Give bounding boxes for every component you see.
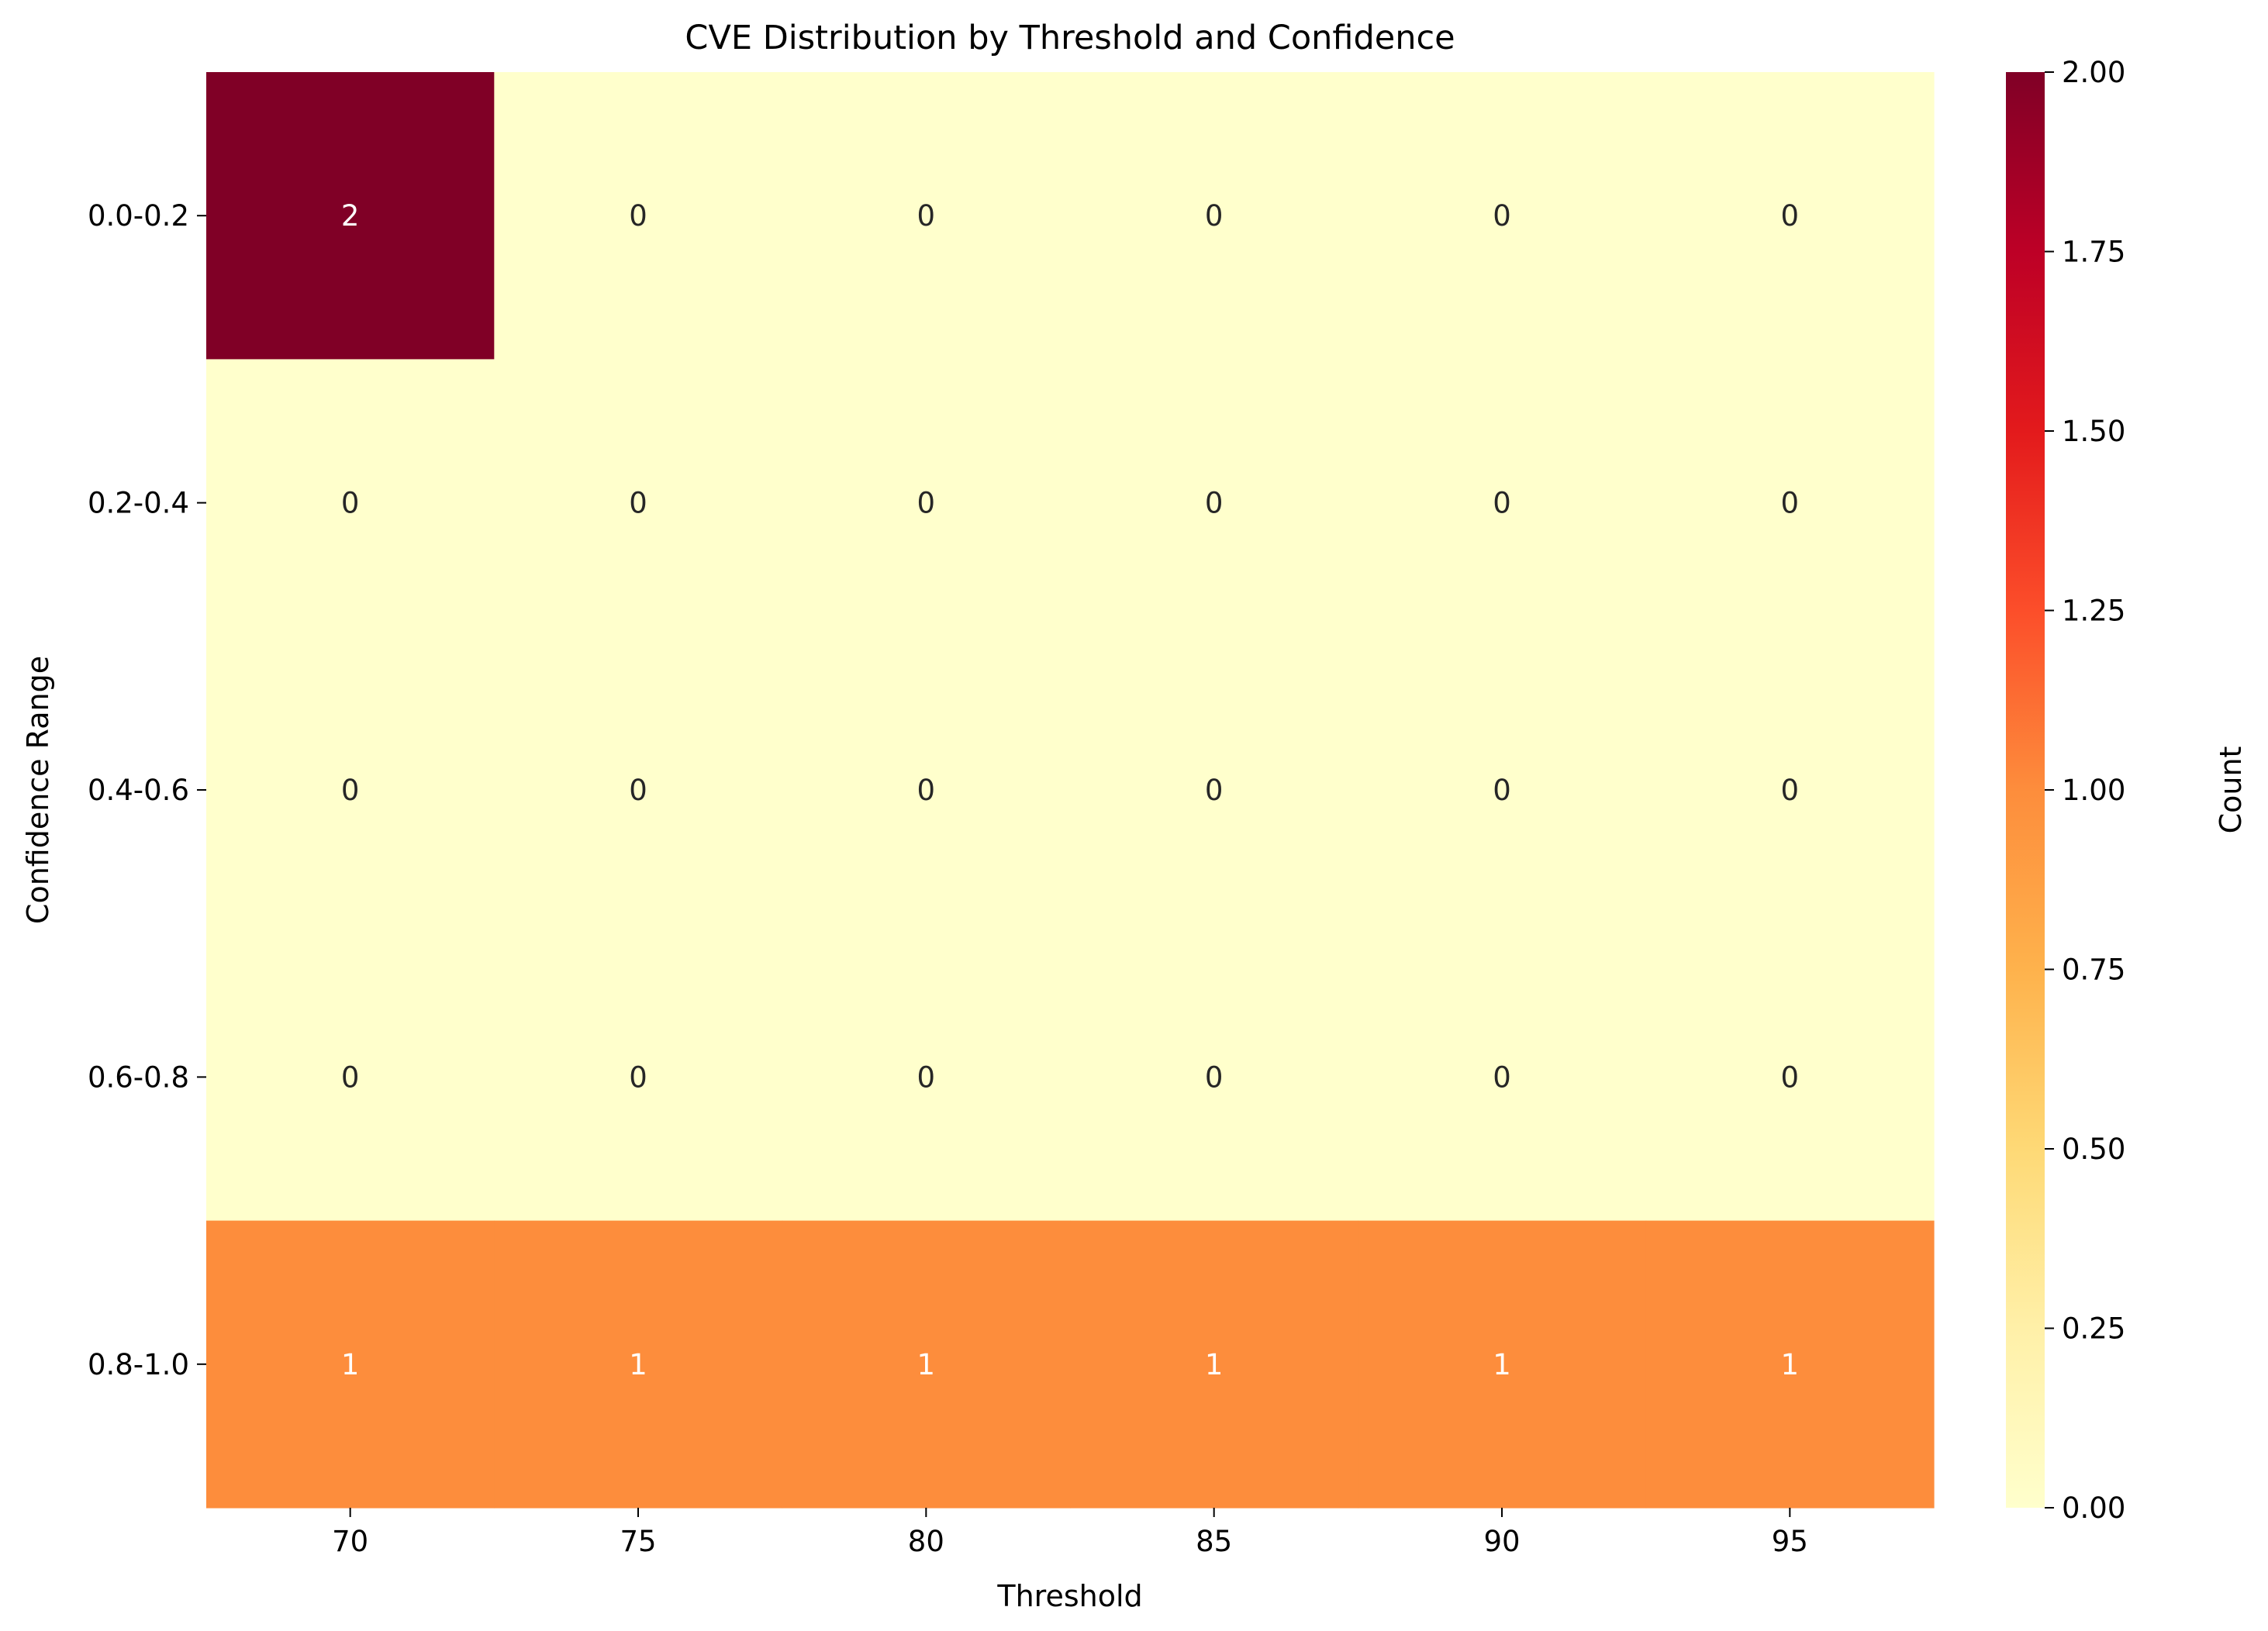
heatmap-cell-value: 0 <box>917 487 936 520</box>
heatmap-cell <box>782 359 1071 647</box>
heatmap-cell-value: 1 <box>1781 1348 1800 1381</box>
colorbar-tick-label: 0.00 <box>2062 1491 2125 1525</box>
heatmap-cell-value: 0 <box>1781 487 1800 520</box>
heatmap-cell <box>206 72 495 360</box>
heatmap-cell <box>782 646 1071 934</box>
heatmap-cell <box>494 646 783 934</box>
heatmap-cell <box>1645 72 1935 360</box>
heatmap-cell <box>1358 1220 1647 1509</box>
colorbar-tick-label: 0.75 <box>2062 953 2125 987</box>
heatmap-cell <box>206 933 495 1222</box>
heatmap-cell <box>782 933 1071 1222</box>
heatmap-cell-value: 1 <box>629 1348 647 1381</box>
heatmap-cell <box>1358 646 1647 934</box>
heatmap-cell <box>1070 933 1358 1222</box>
heatmap-cell-labels: 2 0 0 0 0 0 0 0 0 0 0 0 0 0 0 0 0 0 0 0 0 0 0 0 1 1 1 1 1 1 <box>341 199 1799 1381</box>
heatmap-cell <box>494 359 783 647</box>
y-tick-label: 0.6-0.8 <box>88 1060 189 1094</box>
heatmap-cell-value: 2 <box>341 199 360 233</box>
heatmap-cell <box>206 359 495 647</box>
heatmap-cell-value: 0 <box>341 487 360 520</box>
heatmap-cell <box>1358 359 1647 647</box>
colorbar-tick-label: 0.50 <box>2062 1133 2125 1166</box>
colorbar-tick-label: 2.00 <box>2062 56 2125 89</box>
heatmap-cells <box>206 72 1935 1509</box>
colorbar-tick-label: 1.50 <box>2062 415 2125 448</box>
heatmap-cell-value: 1 <box>341 1348 360 1381</box>
heatmap-cell-value: 0 <box>1205 487 1224 520</box>
heatmap-cell <box>1070 646 1358 934</box>
heatmap-cell <box>782 72 1071 360</box>
colorbar-tick-label: 0.25 <box>2062 1312 2125 1346</box>
heatmap-cell-value: 0 <box>917 774 936 807</box>
heatmap-cell-value: 0 <box>1781 1060 1800 1094</box>
y-axis-label: Confidence Range <box>21 656 55 924</box>
heatmap-cell-value: 0 <box>1781 774 1800 807</box>
heatmap-cell-value: 0 <box>629 487 647 520</box>
heatmap-cell-value: 0 <box>341 1060 360 1094</box>
x-tick-label: 90 <box>1483 1525 1520 1558</box>
heatmap-cell <box>1645 1220 1935 1509</box>
y-axis: 0.0-0.2 0.2-0.4 0.4-0.6 0.6-0.8 0.8-1.0 <box>88 199 206 1381</box>
heatmap-cell-value: 0 <box>1205 1060 1224 1094</box>
heatmap-cell <box>1358 933 1647 1222</box>
x-tick-label: 95 <box>1772 1525 1808 1558</box>
y-tick-label: 0.2-0.4 <box>88 487 189 520</box>
heatmap-cell-value: 1 <box>917 1348 936 1381</box>
y-tick-label: 0.8-1.0 <box>88 1348 189 1381</box>
heatmap-cell <box>494 1220 783 1509</box>
heatmap-cell-value: 0 <box>917 199 936 233</box>
x-tick-label: 70 <box>332 1525 368 1558</box>
heatmap-cell <box>782 1220 1071 1509</box>
heatmap-cell-value: 0 <box>341 774 360 807</box>
x-tick-label: 75 <box>620 1525 656 1558</box>
heatmap-cell-value: 0 <box>1205 199 1224 233</box>
heatmap-cell <box>206 1220 495 1509</box>
heatmap-cell-value: 0 <box>1493 1060 1511 1094</box>
heatmap-cell-value: 0 <box>629 1060 647 1094</box>
heatmap-cell-value: 0 <box>629 774 647 807</box>
heatmap-cell-value: 0 <box>1493 774 1511 807</box>
y-tick-label: 0.0-0.2 <box>88 199 189 233</box>
heatmap-cell-value: 0 <box>1205 774 1224 807</box>
heatmap-cell <box>206 646 495 934</box>
heatmap-cell <box>494 933 783 1222</box>
x-tick-label: 80 <box>908 1525 944 1558</box>
heatmap-cell-value: 0 <box>917 1060 936 1094</box>
heatmap-cell-value: 0 <box>1493 199 1511 233</box>
heatmap-cell <box>1070 359 1358 647</box>
heatmap-cell <box>1070 1220 1358 1509</box>
x-axis-label: Threshold <box>996 1579 1142 1613</box>
heatmap-cell <box>494 72 783 360</box>
heatmap-cell <box>1070 72 1358 360</box>
heatmap-cell-value: 0 <box>629 199 647 233</box>
heatmap-cell <box>1645 933 1935 1222</box>
heatmap-cell-value: 0 <box>1493 487 1511 520</box>
x-axis: 70 75 80 85 90 95 <box>332 1508 1808 1558</box>
y-tick-label: 0.4-0.6 <box>88 774 189 807</box>
chart-title: CVE Distribution by Threshold and Confid… <box>685 19 1455 57</box>
heatmap-cell-value: 1 <box>1493 1348 1511 1381</box>
colorbar-ticks: 0.00 0.25 0.50 0.75 1.00 1.25 1.50 1.75 2.00 <box>2045 56 2125 1525</box>
colorbar-label: Count <box>2214 747 2248 834</box>
heatmap-cell <box>1358 72 1647 360</box>
colorbar-tick-label: 1.75 <box>2062 236 2125 269</box>
heatmap-cell <box>1645 646 1935 934</box>
x-tick-label: 85 <box>1196 1525 1232 1558</box>
heatmap-cell-value: 1 <box>1205 1348 1224 1381</box>
heatmap-cell-value: 0 <box>1781 199 1800 233</box>
colorbar-tick-label: 1.25 <box>2062 595 2125 628</box>
heatmap-cell <box>1645 359 1935 647</box>
colorbar-gradient <box>2006 72 2045 1508</box>
colorbar: 0.00 0.25 0.50 0.75 1.00 1.25 1.50 1.75 2.00 Cou… <box>2006 56 2248 1525</box>
colorbar-tick-label: 1.00 <box>2062 774 2125 807</box>
